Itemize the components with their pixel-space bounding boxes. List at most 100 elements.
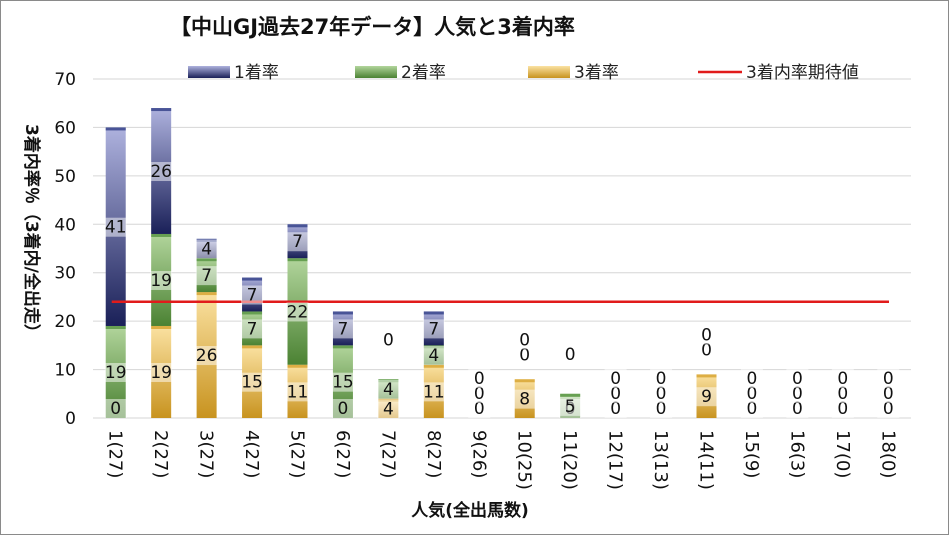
data-label-bg xyxy=(150,270,173,290)
bar-segment-cap xyxy=(696,374,717,378)
data-label-bg xyxy=(604,369,627,388)
data-label-bg xyxy=(377,379,400,399)
y-tick-label: 30 xyxy=(54,264,76,284)
data-label-bg xyxy=(104,399,127,418)
data-label-bg xyxy=(559,344,582,364)
data-label: 19 xyxy=(150,363,172,383)
data-label-bg xyxy=(286,382,309,402)
data-label-bg xyxy=(650,384,673,403)
data-label-bg xyxy=(422,382,445,402)
data-label: 8 xyxy=(519,390,530,410)
data-label-bg xyxy=(786,369,809,388)
bar-segment-cap xyxy=(196,258,217,262)
data-label: 0 xyxy=(656,399,667,419)
x-tick-label: 3(27) xyxy=(196,430,217,478)
legend: 1着率 2着率 3着率 3着内率期待値 xyxy=(188,63,859,83)
data-label-bg xyxy=(104,362,127,382)
data-label: 0 xyxy=(747,384,758,404)
data-label-bg xyxy=(468,384,491,403)
chart-title: 【中山GJ過去27年データ】人気と3着内率 xyxy=(170,15,575,39)
data-label: 15 xyxy=(241,373,263,393)
y-tick-label: 0 xyxy=(65,409,76,429)
x-tick-label: 14(11) xyxy=(696,430,717,490)
bar-segment-cap xyxy=(423,311,444,315)
data-label-bg xyxy=(831,399,854,418)
bar-segment-cap xyxy=(287,364,308,368)
data-label: 0 xyxy=(883,399,894,419)
data-label-bg xyxy=(695,340,718,360)
data-label-bg xyxy=(831,384,854,403)
data-label: 0 xyxy=(656,384,667,404)
data-label: 0 xyxy=(792,384,803,404)
data-label-bg xyxy=(786,384,809,403)
data-label: 7 xyxy=(338,319,349,339)
bar-segment-cap xyxy=(423,364,444,368)
data-label-bg xyxy=(559,396,582,416)
bar-segment-cap xyxy=(151,325,172,329)
data-label: 0 xyxy=(837,399,848,419)
legend-label: 3着内率期待値 xyxy=(746,63,859,83)
bar-segment-cap xyxy=(151,108,172,112)
y-tick-label: 70 xyxy=(54,70,76,90)
data-label-bg xyxy=(195,239,218,259)
x-tick-label: 7(27) xyxy=(377,430,398,478)
data-label: 0 xyxy=(837,369,848,389)
x-tick-label: 9(26) xyxy=(468,430,489,478)
data-label: 19 xyxy=(105,363,127,383)
data-label-bg xyxy=(650,399,673,418)
bar-segment-cap xyxy=(332,345,353,349)
data-label-bg xyxy=(241,319,264,339)
data-label-bg xyxy=(695,387,718,407)
data-label: 0 xyxy=(610,384,621,404)
data-label-bg xyxy=(331,399,354,418)
bar-segment-cap xyxy=(151,233,172,237)
data-label: 0 xyxy=(747,399,758,419)
data-label-bg xyxy=(241,372,264,392)
data-label: 7 xyxy=(247,286,258,306)
bar-segment-cap xyxy=(105,325,126,329)
data-label-bg xyxy=(422,346,445,366)
data-label-bg xyxy=(468,369,491,388)
data-label: 0 xyxy=(565,345,576,365)
data-label-bg xyxy=(195,266,218,286)
data-label: 7 xyxy=(201,266,212,286)
data-label: 0 xyxy=(792,369,803,389)
data-label: 26 xyxy=(196,346,218,366)
gridlines xyxy=(93,78,911,419)
legend-swatch xyxy=(355,66,397,78)
data-label: 4 xyxy=(383,380,394,400)
data-label-bg xyxy=(286,232,309,252)
y-tick-label: 60 xyxy=(54,118,76,138)
data-labels: 0192615110411080009000019197722154400500… xyxy=(104,162,900,419)
data-label: 0 xyxy=(519,345,530,365)
data-label: 0 xyxy=(610,399,621,419)
data-label-bg xyxy=(831,369,854,388)
data-label: 11 xyxy=(423,382,445,402)
data-label-bg xyxy=(650,369,673,388)
data-label: 11 xyxy=(287,382,309,402)
y-tick-label: 40 xyxy=(54,215,76,235)
bar-segment-cap xyxy=(287,258,308,262)
data-label-bg xyxy=(195,346,218,366)
data-label-bg xyxy=(786,399,809,418)
data-label-bg xyxy=(513,330,536,350)
x-tick-label: 8(27) xyxy=(423,430,444,478)
data-label-bg xyxy=(877,399,900,418)
data-label: 4 xyxy=(428,346,439,366)
legend-label: 1着率 xyxy=(234,63,279,83)
x-tick-label: 10(25) xyxy=(514,430,535,490)
data-label-bg xyxy=(331,372,354,392)
x-tick-label: 4(27) xyxy=(241,430,262,478)
data-label-bg xyxy=(740,369,763,388)
data-label: 0 xyxy=(474,369,485,389)
data-label: 4 xyxy=(383,399,394,419)
data-label: 22 xyxy=(287,302,309,322)
data-label: 0 xyxy=(656,369,667,389)
y-tick-label: 50 xyxy=(54,167,76,187)
data-label-bg xyxy=(104,217,127,237)
data-label: 0 xyxy=(747,369,758,389)
bar-segment-cap xyxy=(105,127,126,131)
data-label: 0 xyxy=(110,399,121,419)
